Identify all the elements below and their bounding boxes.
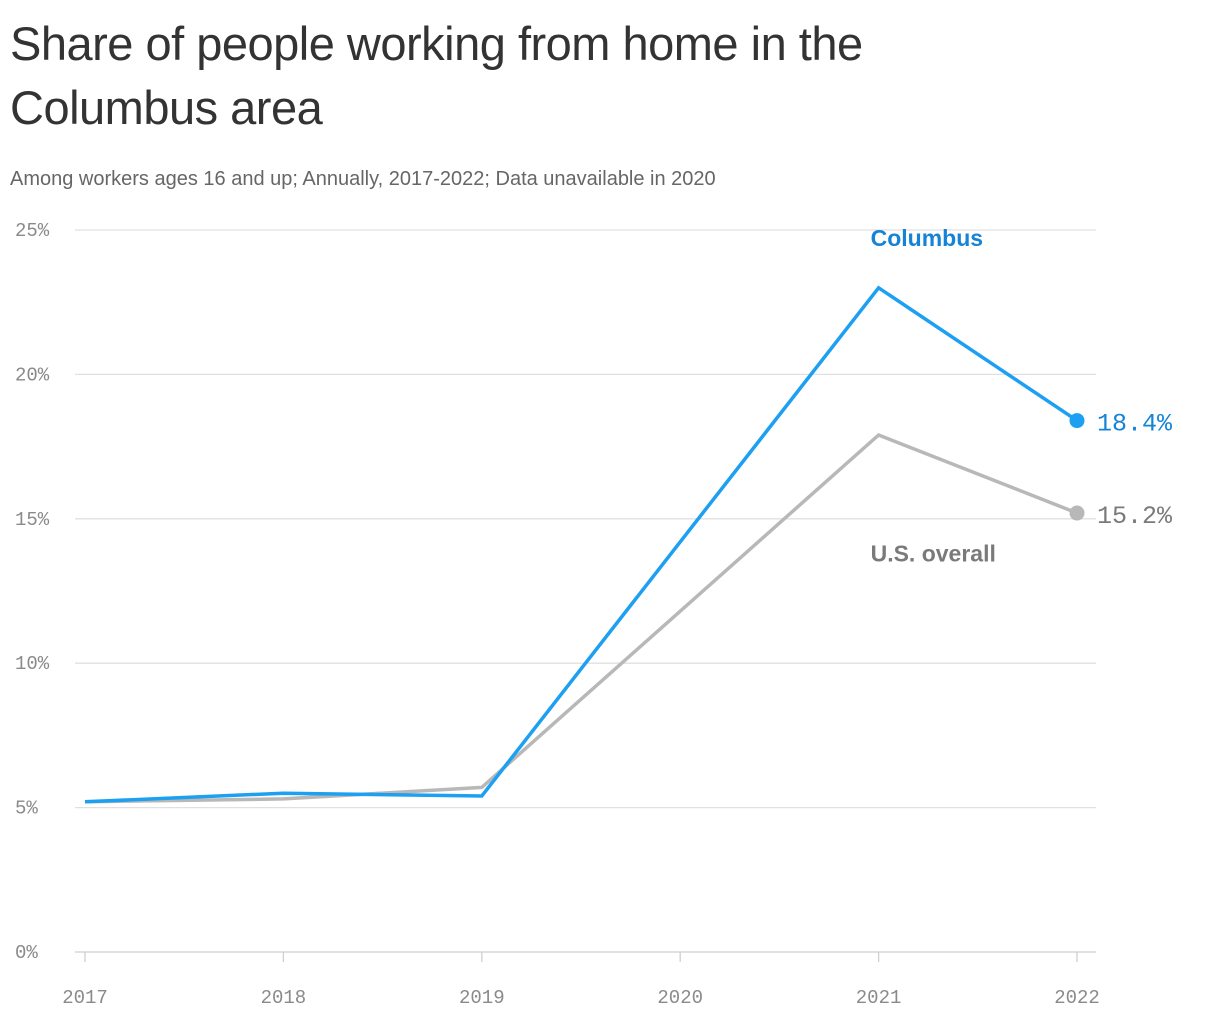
gridlines <box>75 229 1096 953</box>
end-value-label-columbus: 18.4% <box>1097 410 1173 439</box>
x-tick-label: 2022 <box>1054 987 1100 1009</box>
series-line-columbus <box>84 285 1078 804</box>
x-tick-label: 2017 <box>62 987 108 1009</box>
x-tick-label: 2021 <box>856 987 902 1009</box>
series-lines <box>84 285 1085 804</box>
y-tick-label: 15% <box>15 509 50 531</box>
end-point-columbus <box>1069 413 1085 429</box>
y-tick-label: 5% <box>15 798 38 820</box>
series-name-label-columbus: Columbus <box>871 225 983 251</box>
y-tick-label: 0% <box>15 942 38 964</box>
x-tick-label: 2020 <box>657 987 703 1009</box>
end-point-u-s-overall <box>1069 505 1085 521</box>
y-axis-tick-labels: 0% 5% 10% 15% 20% 25% <box>15 220 50 964</box>
x-axis: 2017 2018 2019 2020 2021 2022 <box>62 952 1100 1009</box>
y-tick-label: 20% <box>15 364 50 386</box>
series-labels: 15.2% 18.4% U.S. overall Columbus <box>871 225 1173 567</box>
series-line-u-s-overall <box>84 432 1078 804</box>
y-tick-label: 10% <box>15 653 50 675</box>
x-tick-label: 2019 <box>459 987 505 1009</box>
series-name-label-u-s-overall: U.S. overall <box>871 540 996 566</box>
chart-subtitle: Among workers ages 16 and up; Annually, … <box>10 168 716 190</box>
end-value-label-u-s-overall: 15.2% <box>1097 502 1173 531</box>
chart-title: Share of people working from home in the… <box>10 17 863 134</box>
x-tick-label: 2018 <box>261 987 307 1009</box>
y-tick-label: 25% <box>15 220 50 242</box>
